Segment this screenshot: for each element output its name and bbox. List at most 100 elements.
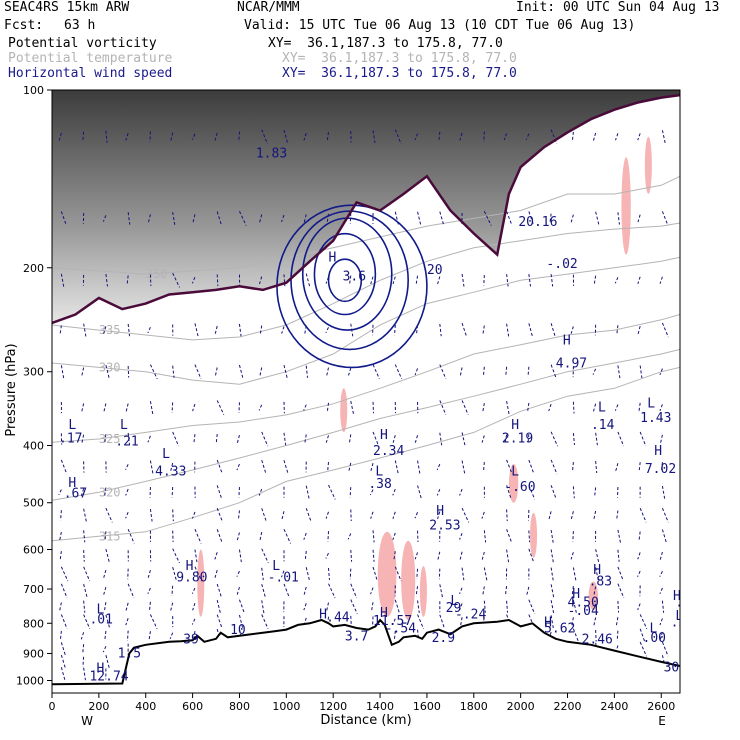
wind-vector	[639, 614, 648, 630]
wind-vector	[236, 532, 240, 541]
pv-shaded-region	[401, 540, 416, 621]
contour-annotation: .73	[675, 596, 698, 611]
wind-vector	[617, 583, 625, 599]
wind-vector	[482, 586, 485, 596]
wind-vector	[58, 489, 62, 496]
wind-vector	[125, 403, 129, 412]
wind-vector	[572, 432, 575, 446]
wind-vector	[482, 461, 485, 473]
wind-vector	[461, 273, 465, 287]
wind-vector	[192, 602, 196, 611]
wind-vector	[460, 617, 463, 627]
wind-vector	[326, 602, 329, 611]
pv-shaded-region	[377, 531, 397, 617]
wind-vector	[637, 603, 641, 611]
wind-vector	[550, 364, 557, 379]
wind-vector	[237, 510, 240, 521]
contour-annotation: H	[654, 444, 662, 459]
wind-vector	[125, 602, 129, 611]
wind-vector	[572, 628, 580, 644]
wind-vector	[617, 566, 624, 582]
wind-vector	[439, 432, 443, 446]
wind-vector	[350, 615, 352, 628]
wind-vector	[372, 130, 376, 144]
wind-vector	[659, 618, 663, 626]
wind-vector	[102, 646, 107, 653]
wind-vector	[326, 402, 330, 413]
wind-vector	[638, 531, 641, 542]
wind-vector	[414, 368, 419, 376]
contour-annotation: 4.50	[568, 596, 599, 611]
wind-vector	[127, 529, 135, 544]
wind-vector	[661, 600, 665, 613]
contour-annotation: 20	[427, 263, 443, 278]
wind-vector	[593, 510, 597, 520]
wind-vector	[661, 641, 669, 657]
wind-vector	[216, 459, 223, 475]
wind-vector	[350, 400, 355, 415]
wind-vector	[348, 462, 352, 472]
wind-vector	[660, 434, 663, 444]
wind-vector	[125, 133, 129, 141]
wind-vector	[83, 508, 87, 522]
contour-annotation: 5.62	[544, 622, 575, 637]
contour-annotation: L	[647, 397, 655, 412]
wind-vector	[214, 325, 218, 335]
wind-vector	[172, 212, 176, 225]
wind-vector	[595, 211, 600, 226]
field-name-theta: Potential temperature	[8, 51, 173, 66]
wind-vector	[149, 460, 154, 474]
wind-vector	[103, 326, 107, 334]
wind-vector	[59, 531, 62, 541]
y-tick-label: 800	[23, 617, 44, 630]
wind-vector	[239, 211, 247, 226]
wind-vector	[571, 131, 574, 142]
contour-annotation: .38	[368, 477, 391, 492]
wind-vector	[659, 404, 663, 411]
wind-vector	[661, 529, 667, 544]
wind-vector	[506, 485, 512, 500]
wind-vector	[571, 462, 574, 473]
contour-annotation: L	[675, 609, 683, 624]
wind-vector	[148, 601, 151, 612]
wind-vector	[372, 616, 374, 627]
wind-vector	[439, 614, 446, 629]
wind-vector	[592, 403, 597, 412]
wind-vector	[392, 511, 396, 519]
contour-annotation: H	[97, 662, 105, 677]
wind-vector	[305, 273, 311, 288]
wind-vector	[370, 511, 374, 519]
tropopause-pv-line	[52, 93, 680, 325]
contour-annotation: 1.43	[640, 411, 671, 426]
wind-vector	[259, 367, 263, 377]
isentrope-label: 335	[99, 323, 121, 337]
wind-vector	[461, 322, 468, 338]
wind-vector	[216, 400, 225, 415]
wind-vector	[548, 403, 552, 412]
wind-vector	[661, 322, 669, 338]
wind-vector	[550, 323, 556, 338]
wind-vector	[170, 462, 174, 472]
wind-vector	[305, 365, 309, 378]
wind-vector	[216, 599, 221, 614]
wind-vector	[616, 630, 619, 641]
wind-speed-contour	[327, 258, 363, 303]
wind-vector	[191, 277, 196, 284]
wind-vector	[104, 487, 107, 498]
wind-vector	[372, 324, 374, 336]
contour-annotation: 4.33	[155, 465, 186, 480]
wind-vector	[459, 367, 463, 377]
wind-vector	[103, 602, 107, 612]
wind-vector	[661, 130, 666, 144]
wind-vector	[347, 533, 352, 540]
contour-annotation: -.24	[455, 607, 486, 622]
contour-annotation: -.60	[504, 480, 535, 495]
wind-vector	[191, 133, 196, 140]
wind-vector	[283, 274, 286, 287]
wind-vector	[348, 367, 352, 376]
wind-vector	[372, 566, 378, 581]
wind-vector	[192, 511, 196, 519]
wind-vector	[506, 274, 509, 287]
wind-vector	[216, 529, 223, 544]
wind-vector	[639, 507, 647, 523]
